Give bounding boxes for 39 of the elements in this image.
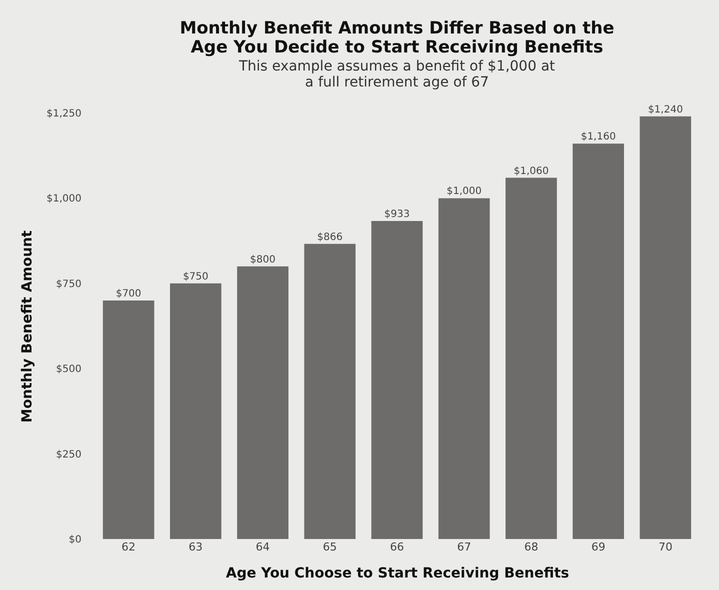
bar <box>640 116 692 539</box>
y-tick-label: $750 <box>56 278 82 290</box>
text: a full retirement age of 67 <box>305 74 489 90</box>
y-tick-label: $1,000 <box>46 194 82 205</box>
x-tick-label: 70 <box>658 540 672 554</box>
bar <box>237 266 288 539</box>
y-tick-label: $250 <box>56 449 82 460</box>
bar <box>572 144 624 539</box>
y-axis-title: Monthly Benefit Amount <box>20 230 36 423</box>
data-label: $800 <box>250 254 276 266</box>
bar <box>102 300 154 539</box>
y-tick-label: $0 <box>68 534 82 546</box>
bar <box>506 178 557 539</box>
x-tick-label: 67 <box>457 540 472 554</box>
x-tick-label: 66 <box>390 540 404 554</box>
data-label: $1,060 <box>514 166 549 177</box>
x-tick-label: 63 <box>188 540 203 554</box>
x-tick-label: 62 <box>122 540 136 554</box>
data-label: $750 <box>182 271 208 282</box>
y-tick-label: $1,250 <box>46 108 82 120</box>
x-tick-label: 64 <box>256 540 270 554</box>
data-label: $1,160 <box>580 132 616 143</box>
bar <box>438 198 490 539</box>
bar <box>304 244 356 539</box>
x-tick-label: 69 <box>591 540 606 554</box>
data-label: $1,240 <box>648 104 683 116</box>
text: Monthly Benefit Amounts Differ Based on the <box>180 18 614 38</box>
bar <box>371 221 423 539</box>
x-tick-label: 68 <box>524 540 538 554</box>
text: Age You Decide to Start Receiving Benefits <box>190 37 604 58</box>
x-axis-title: Age You Choose to Start Receiving Benefits <box>226 566 570 582</box>
data-label: $866 <box>317 232 343 243</box>
data-label: $933 <box>384 209 410 220</box>
x-tick-label: 65 <box>322 540 337 554</box>
y-tick-label: $500 <box>56 364 82 376</box>
data-label: $1,000 <box>446 186 482 198</box>
bar <box>170 283 222 539</box>
data-label: $700 <box>116 288 142 300</box>
text: This example assumes a benefit of $1,000 at <box>238 58 556 74</box>
